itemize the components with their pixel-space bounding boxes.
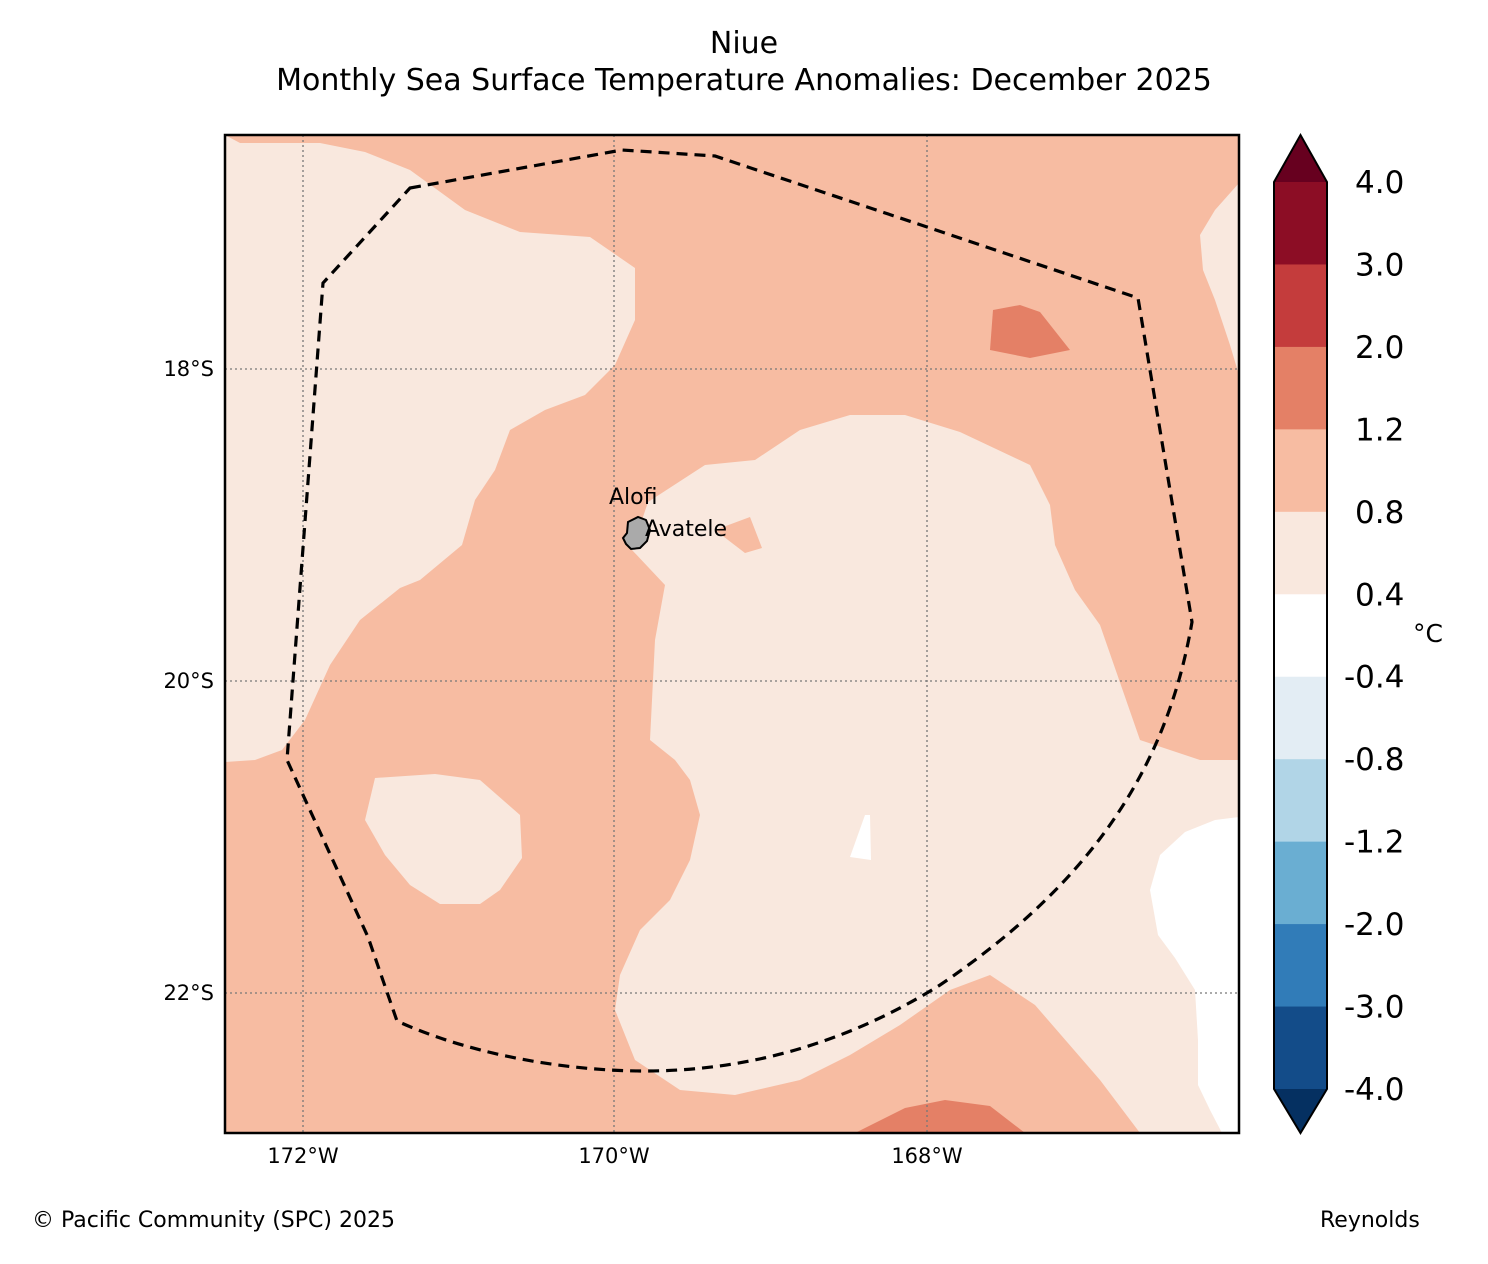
colorbar-band bbox=[1274, 1006, 1327, 1090]
colorbar-band bbox=[1274, 264, 1327, 348]
anomaly-patch-0.4-0.8 bbox=[1200, 183, 1239, 375]
colorbar-band bbox=[1274, 676, 1327, 760]
colorbar-unit: °C bbox=[1413, 619, 1443, 648]
colorbar-band bbox=[1274, 924, 1327, 1008]
colorbar-band bbox=[1274, 759, 1327, 843]
colorbar-outline bbox=[1273, 132, 1328, 1135]
dataset-label: Reynolds bbox=[1320, 1208, 1420, 1233]
colorbar-tick-labels: 4.0 3.0 2.0 1.2 0.8 0.4 -0.4 -0.8 -1.2 -2.0 -3.0 -4… bbox=[1344, 165, 1405, 1108]
copyright-text: © Pacific Community (SPC) 2025 bbox=[32, 1208, 395, 1233]
eez-boundary bbox=[285, 148, 1194, 1073]
colorbar-band bbox=[1274, 594, 1327, 678]
colorbar-tick-label: 2.0 bbox=[1355, 330, 1404, 366]
lon-label-168w: 168°W bbox=[891, 1144, 963, 1168]
anomaly-patch-1.2-2.0 bbox=[855, 1100, 1025, 1133]
lat-label-22s: 22°S bbox=[163, 981, 214, 1005]
anomaly-patch-0.4-0.8 bbox=[615, 415, 1239, 1133]
map-subtitle: Monthly Sea Surface Temperature Anomalie… bbox=[276, 63, 1212, 98]
colorbar-tick-label: 4.0 bbox=[1355, 165, 1404, 201]
place-label-alofi: Alofi bbox=[609, 485, 657, 510]
anomaly-field bbox=[225, 135, 1239, 1133]
place-label-avatele: Avatele bbox=[645, 517, 727, 542]
colorbar-tick-label: -2.0 bbox=[1344, 907, 1405, 943]
colorbar-band bbox=[1274, 182, 1327, 265]
gridlines bbox=[225, 135, 1239, 1133]
colorbar-band bbox=[1274, 346, 1327, 430]
colorbar-tick-label: 1.2 bbox=[1355, 412, 1404, 448]
map-frame bbox=[223, 133, 1241, 1135]
map-title: Niue bbox=[709, 26, 779, 61]
colorbar-band bbox=[1274, 841, 1327, 925]
colorbar-tick-label: -3.0 bbox=[1344, 990, 1405, 1026]
colorbar-extend-bottom bbox=[1274, 1089, 1327, 1133]
anomaly-patch-neutral bbox=[850, 815, 871, 860]
lat-label-20s: 20°S bbox=[163, 669, 214, 693]
niue-island bbox=[621, 515, 652, 551]
colorbar-tick-label: 3.0 bbox=[1355, 247, 1404, 283]
colorbar bbox=[1273, 132, 1328, 1135]
colorbar-tick-label: -0.8 bbox=[1344, 742, 1405, 778]
colorbar-tick-label: -4.0 bbox=[1344, 1072, 1405, 1108]
lat-label-18s: 18°S bbox=[163, 357, 214, 381]
anomaly-patch-1.2-2.0 bbox=[990, 305, 1070, 358]
colorbar-tick-label: 0.8 bbox=[1355, 495, 1404, 531]
colorbar-tick-label: -1.2 bbox=[1344, 825, 1405, 861]
anomaly-patch-neutral bbox=[1150, 817, 1239, 1133]
anomaly-patch-0.4-0.8 bbox=[225, 135, 635, 762]
colorbar-extend-top bbox=[1274, 135, 1327, 182]
lon-label-172w: 172°W bbox=[267, 1144, 339, 1168]
colorbar-band bbox=[1274, 429, 1327, 513]
lon-label-170w: 170°W bbox=[578, 1144, 650, 1168]
anomaly-patch-0.4-0.8 bbox=[365, 774, 522, 904]
colorbar-tick-label: -0.4 bbox=[1344, 660, 1405, 696]
colorbar-band bbox=[1274, 511, 1327, 595]
anomaly-patch-0.8-1.2 bbox=[715, 517, 762, 553]
colorbar-tick-label: 0.4 bbox=[1355, 577, 1404, 613]
